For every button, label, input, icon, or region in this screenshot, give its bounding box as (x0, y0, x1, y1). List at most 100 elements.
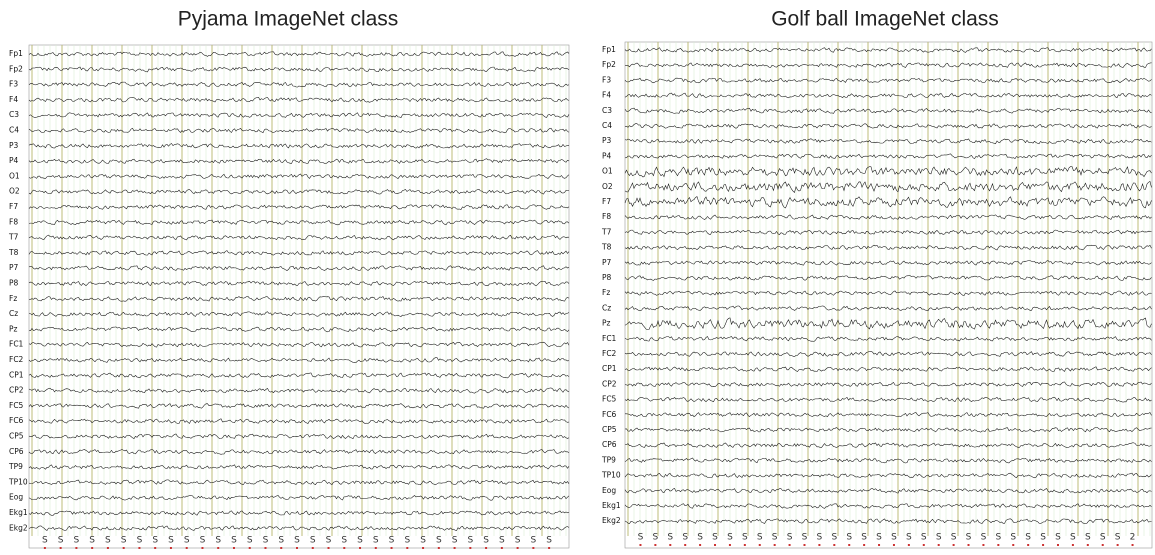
marker-tick (818, 544, 821, 546)
marker-tick (75, 547, 78, 549)
channel-label: CP2 (9, 386, 24, 395)
event-marker: S (467, 536, 473, 546)
marker-tick (138, 547, 141, 549)
channel-label: C4 (602, 121, 612, 130)
marker-tick (406, 547, 409, 549)
channel-label: Ekg2 (9, 523, 28, 532)
marker-tick (154, 547, 157, 549)
marker-tick (699, 544, 702, 546)
eeg-trace (624, 47, 1152, 53)
eeg-trace (28, 449, 570, 455)
event-marker: S (200, 536, 206, 546)
event-marker: S (546, 536, 552, 546)
eeg-trace (28, 387, 570, 394)
marker-tick (654, 544, 657, 546)
marker-tick (922, 544, 925, 546)
plot-area (28, 44, 570, 549)
event-marker: S (697, 533, 703, 543)
channel-label: Fz (9, 294, 17, 303)
eeg-trace (624, 229, 1152, 235)
channel-label: F7 (602, 197, 611, 206)
event-marker: S (712, 533, 718, 543)
marker-tick (390, 547, 393, 549)
channel-label: T7 (601, 227, 612, 236)
marker-tick (185, 547, 188, 549)
marker-tick (43, 547, 46, 549)
marker-tick (907, 544, 910, 546)
channel-label: CP1 (9, 370, 24, 379)
eeg-trace (624, 166, 1152, 178)
channel-label: FC6 (602, 410, 617, 419)
event-marker: S (1025, 533, 1031, 543)
eeg-trace (28, 204, 570, 210)
event-marker: S (121, 536, 127, 546)
event-marker: S (105, 536, 111, 546)
channel-label: FC2 (9, 355, 24, 364)
channel-label: Fp2 (9, 64, 23, 73)
eeg-trace (28, 265, 570, 271)
channel-label: CP2 (602, 379, 617, 388)
channel-label: P4 (602, 151, 612, 160)
eeg-trace (28, 143, 570, 149)
event-marker: S (682, 533, 688, 543)
marker-tick (422, 547, 425, 549)
event-marker: S (231, 536, 237, 546)
event-marker: S (1100, 533, 1106, 543)
marker-tick (343, 547, 346, 549)
channel-label: F3 (602, 75, 611, 84)
event-marker: S (891, 533, 897, 543)
eeg-trace (624, 123, 1152, 129)
channel-label: P8 (9, 279, 19, 288)
event-marker: S (42, 536, 48, 546)
channel-label: CP5 (602, 425, 617, 434)
marker-tick (532, 547, 535, 549)
event-marker: S (772, 533, 778, 543)
marker-tick (728, 544, 731, 546)
channel-label: T8 (601, 243, 612, 252)
eeg-trace (28, 341, 570, 348)
channel-label: O1 (602, 167, 613, 176)
eeg-trace (624, 214, 1152, 220)
event-marker: S (1085, 533, 1091, 543)
channel-label: P8 (602, 273, 612, 282)
event-marker: S (483, 536, 489, 546)
marker-tick (714, 544, 717, 546)
eeg-panel: Fp1 Fp2 F3 F4 C3 C4 P3 P4 O1 O2 F7 F8 T7 T8 P7 P8 Fz Cz Pz… (8, 44, 570, 549)
event-marker: S (966, 533, 972, 543)
channel-label: CP6 (9, 447, 24, 456)
panel-title: Golf ball ImageNet class (771, 8, 999, 31)
channel-label: Eog (9, 493, 23, 502)
event-marker: S (531, 536, 537, 546)
eeg-trace (28, 96, 570, 103)
event-marker: S (168, 536, 174, 546)
channel-label: Pz (9, 324, 18, 333)
eeg-trace (624, 107, 1152, 114)
channel-label: P3 (9, 141, 19, 150)
channel-label: F4 (9, 95, 18, 104)
eeg-trace (624, 153, 1152, 159)
event-marker: S (58, 536, 64, 546)
marker-tick (1071, 544, 1074, 546)
marker-tick (1101, 544, 1104, 546)
eeg-panel: Fp1 Fp2 F3 F4 C3 C4 P3 P4 O1 O2 F7 F8 T7 T8 P7 P8 Fz Cz Pz… (601, 41, 1153, 549)
marker-tick (122, 547, 125, 549)
marker-tick (469, 547, 472, 549)
channel-label: FC5 (602, 395, 617, 404)
channel-label: T8 (8, 248, 19, 257)
channel-label: TP9 (601, 455, 616, 464)
channel-label: Fp1 (9, 49, 23, 58)
channel-label: Cz (602, 303, 611, 312)
eeg-trace (28, 158, 570, 164)
eeg-trace (624, 396, 1152, 403)
event-marker: S (951, 533, 957, 543)
marker-tick (280, 547, 283, 549)
channel-label: FC6 (9, 416, 24, 425)
event-marker: S (184, 536, 190, 546)
marker-tick (952, 544, 955, 546)
event-marker: S (817, 533, 823, 543)
channel-label: Cz (9, 309, 18, 318)
marker-tick (982, 544, 985, 546)
eeg-trace (28, 525, 570, 532)
eeg-trace (28, 51, 570, 57)
eeg-trace (624, 180, 1152, 194)
